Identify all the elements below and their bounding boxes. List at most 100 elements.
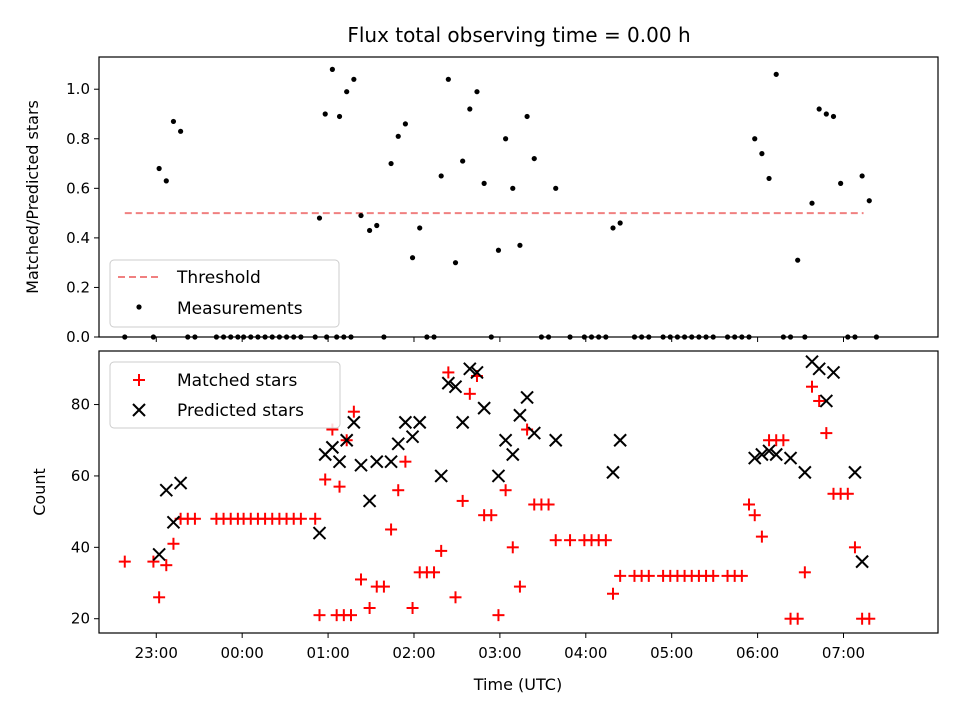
matched-stars-point (399, 455, 412, 468)
predicted-stars-point (769, 447, 783, 462)
measurement-point (830, 113, 837, 120)
matched-stars-point (333, 480, 346, 493)
top-y-tick-label: 0.2 (66, 278, 90, 296)
predicted-stars-point (448, 379, 463, 394)
bottom-y-tick-label: 80 (71, 396, 90, 414)
matched-stars-point (147, 555, 160, 568)
matched-stars-point (406, 602, 419, 615)
top-y-tick-label: 0.0 (66, 328, 90, 346)
measurement-point (838, 180, 844, 186)
matched-stars-point (485, 509, 498, 522)
bottom-y-tick-label: 40 (71, 538, 90, 556)
matched-stars-point (428, 566, 441, 579)
matched-stars-point (748, 509, 761, 522)
matched-stars-point (707, 569, 720, 582)
top-axes-frame (98, 56, 939, 338)
measurement-point (495, 247, 502, 253)
predicted-stars-point (441, 376, 456, 390)
matched-stars-point (798, 566, 811, 579)
measurement-point (322, 111, 328, 117)
matched-stars-point (153, 591, 166, 604)
predicted-stars-point (173, 476, 188, 490)
predicted-stars-point (413, 415, 427, 430)
predicted-stars-point (520, 390, 534, 405)
measurement-point (503, 136, 509, 142)
measurement-point (481, 180, 487, 186)
bottom-legend: Matched stars Predicted stars (109, 361, 341, 429)
predicted-stars-point (470, 365, 484, 380)
matched-stars-point (614, 569, 627, 582)
predicted-stars-point (613, 433, 627, 447)
predicted-stars-point (513, 408, 527, 422)
matched-stars-point (499, 484, 512, 497)
measurement-point (759, 151, 765, 157)
measurement-point (366, 227, 373, 234)
predicted-stars-point (762, 444, 776, 458)
predicted-stars-point (332, 454, 347, 469)
matched-stars-point (363, 602, 376, 615)
predicted-stars-point (339, 433, 354, 447)
matched-stars-point (642, 569, 655, 582)
measurement-point (452, 260, 459, 266)
predicted-stars-point (312, 526, 327, 540)
top-y-tick-label: 0.6 (66, 179, 90, 197)
matched-stars-point (492, 609, 505, 622)
matched-stars-point (841, 487, 854, 500)
predicted-stars-point (159, 483, 173, 497)
matched-stars-point (344, 609, 357, 622)
bottom-y-axis-label: Count (30, 468, 49, 516)
measurement-point (329, 66, 335, 72)
bottom-axes-frame (98, 350, 939, 634)
matched-stars-point (377, 580, 390, 593)
predicted-stars-point (527, 426, 541, 440)
predicted-stars-point (812, 362, 826, 376)
measurement-point (524, 113, 530, 120)
matched-stars-point (820, 427, 833, 440)
measurement-point (402, 121, 408, 127)
x-tick-label: 02:00 (392, 644, 435, 662)
predicted-stars-point (362, 494, 377, 508)
bottom-panel: 20 40 60 80 23:00 00:00 01:00 02:00 03:00 04:00 0… (30, 350, 939, 694)
matched-stars-point (167, 537, 180, 550)
bottom-x-axis: 23:00 00:00 01:00 02:00 03:00 04:00 05:00 06:00… (135, 633, 865, 662)
measurements-legend-label: Measurements (177, 299, 303, 319)
predicted-legend-marker (132, 403, 146, 417)
matched-stars-point (806, 380, 819, 393)
predicted-stars-point (391, 437, 405, 451)
matched-stars-point (463, 387, 476, 400)
predicted-stars-point (370, 454, 384, 469)
matched-stars-point (743, 498, 756, 511)
predicted-stars-point (549, 433, 563, 447)
measurement-point (866, 198, 872, 204)
top-legend-box (109, 259, 340, 328)
predicted-stars-point (798, 465, 812, 480)
x-tick-label: 04:00 (564, 644, 607, 662)
predicted-stars-point (819, 394, 834, 408)
measurement-point (336, 113, 343, 120)
x-tick-label: 23:00 (135, 644, 178, 662)
measurement-point (773, 71, 779, 77)
measurement-point (510, 185, 516, 191)
measurement-point (395, 133, 401, 139)
measurement-point (809, 200, 815, 206)
predicted-stars-point (166, 515, 181, 530)
matched-legend-label: Matched stars (177, 371, 297, 391)
measurement-point (766, 175, 772, 182)
x-tick-label: 00:00 (221, 644, 264, 662)
matched-stars-point (542, 498, 555, 511)
matched-stars-point (755, 530, 768, 543)
measurement-point (752, 136, 758, 142)
matched-stars-point (118, 555, 131, 568)
predicted-stars-point (748, 451, 762, 465)
predicted-stars-point (826, 365, 841, 380)
measurement-point (460, 158, 466, 164)
threshold-legend-label: Threshold (176, 268, 261, 288)
x-tick-label: 06:00 (736, 644, 779, 662)
measurement-point (163, 178, 169, 184)
matched-stars-point (442, 366, 455, 379)
matched-stars-point (347, 405, 360, 418)
predicted-stars-point (455, 415, 470, 430)
measurement-point (388, 160, 394, 167)
measurement-point (156, 165, 162, 172)
